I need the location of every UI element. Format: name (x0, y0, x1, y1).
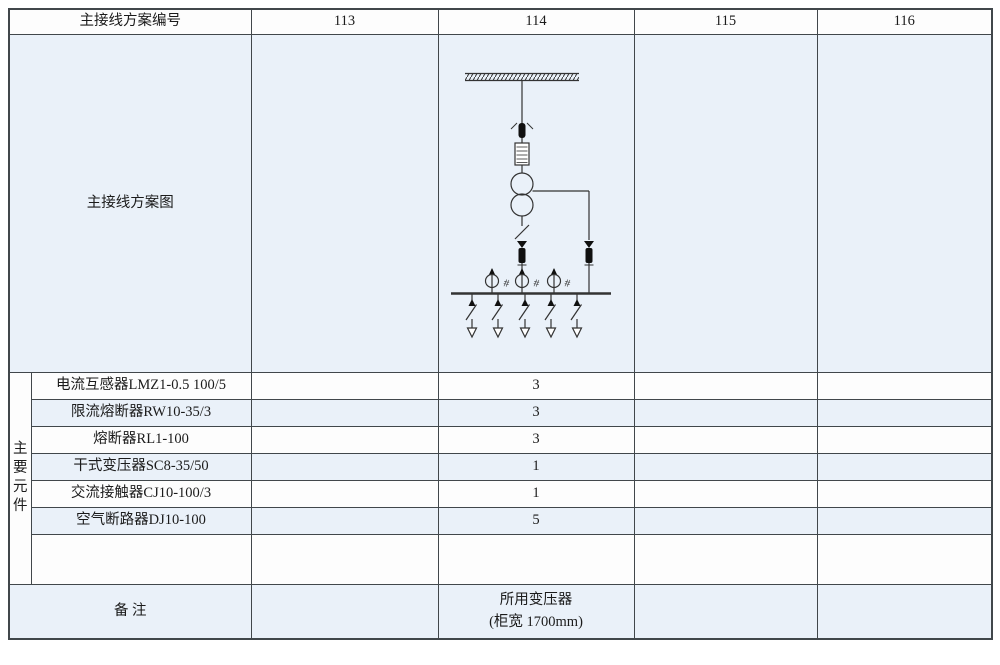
component-qty-115 (633, 506, 818, 535)
header-row-label: 主接线方案编号 (8, 8, 252, 35)
component-qty-115 (633, 425, 818, 454)
component-name: 电流互感器LMZ1-0.5 100/5 (30, 371, 252, 400)
component-name: 干式变压器SC8-35/50 (30, 452, 252, 481)
tap-branch-line (532, 189, 590, 240)
component-qty-114: 1 (437, 479, 635, 508)
outgoing-feeder-icons (465, 293, 582, 338)
single-line-diagram: # # # (450, 72, 611, 338)
hv-busbar-icon (464, 72, 579, 81)
component-qty-116 (816, 506, 993, 535)
component-name: 限流熔断器RW10-35/3 (30, 398, 252, 427)
component-qty-116 (816, 425, 993, 454)
component-qty-113 (250, 506, 439, 535)
diagram-row: 主接线方案图 (8, 33, 993, 373)
remarks-115 (633, 583, 818, 640)
table-row: 空气断路器DJ10-100 5 (9, 506, 993, 535)
component-qty-115 (633, 479, 818, 508)
current-limiting-fuse-icon (513, 141, 530, 166)
header-row: 主接线方案编号 113 114 115 116 (8, 8, 993, 35)
table-row (9, 533, 993, 585)
remarks-114: 所用变压器 (柜宽 1700mm) (437, 583, 635, 640)
component-qty-113 (250, 533, 439, 585)
drop-out-fuse-icon (510, 122, 533, 138)
component-qty-114: 1 (437, 452, 635, 481)
scheme-number-116: 116 (816, 8, 993, 35)
diagram-cell-115 (633, 33, 818, 373)
diagram-row-label: 主接线方案图 (8, 33, 252, 373)
component-qty-113 (250, 371, 439, 400)
remarks-label: 备 注 (8, 583, 252, 640)
load-switch-icon (514, 224, 529, 239)
component-qty-114: 3 (437, 398, 635, 427)
component-qty-114: 5 (437, 506, 635, 535)
component-qty-115 (633, 452, 818, 481)
component-name: 熔断器RL1-100 (30, 425, 252, 454)
diagram-cell-114: # # # (437, 33, 635, 373)
component-name (30, 533, 252, 585)
table-row: 主要元件 电流互感器LMZ1-0.5 100/5 3 (8, 371, 993, 585)
contactor-icon (516, 240, 527, 265)
remarks-row: 备 注 所用变压器 (柜宽 1700mm) (8, 583, 993, 640)
svg-text:#: # (502, 277, 510, 290)
current-transformer-icons: # # # (484, 267, 571, 293)
remarks-116 (816, 583, 993, 640)
component-qty-114 (437, 533, 635, 585)
table-row: 干式变压器SC8-35/50 1 (9, 452, 993, 481)
diagram-cell-113 (250, 33, 439, 373)
diagram-cell-116 (816, 33, 993, 373)
remarks-113 (250, 583, 439, 640)
table-row: 熔断器RL1-100 3 (9, 425, 993, 454)
component-qty-113 (250, 479, 439, 508)
scheme-number-114: 114 (437, 8, 635, 35)
component-qty-116 (816, 398, 993, 427)
svg-text:#: # (563, 277, 571, 290)
table-row: 限流熔断器RW10-35/3 3 (9, 398, 993, 427)
component-qty-113 (250, 398, 439, 427)
component-qty-115 (633, 398, 818, 427)
scheme-number-115: 115 (633, 8, 818, 35)
component-qty-114: 3 (437, 425, 635, 454)
component-qty-116 (816, 371, 993, 400)
scheme-table: 主接线方案编号 113 114 115 116 主接线方案图 (8, 8, 993, 640)
component-qty-113 (250, 452, 439, 481)
remarks-114-line1: 所用变压器 (499, 592, 573, 609)
component-qty-116 (816, 452, 993, 481)
branch-contactor-icon (583, 240, 594, 293)
component-name: 交流接触器CJ10-100/3 (30, 479, 252, 508)
component-qty-115 (633, 533, 818, 585)
component-qty-116 (816, 479, 993, 508)
remarks-114-line2: (柜宽 1700mm) (489, 614, 583, 631)
components-group-label: 主要元件 (8, 371, 32, 585)
component-name: 空气断路器DJ10-100 (30, 506, 252, 535)
component-qty-116 (816, 533, 993, 585)
table-row: 交流接触器CJ10-100/3 1 (9, 479, 993, 508)
component-qty-113 (250, 425, 439, 454)
component-qty-115 (633, 371, 818, 400)
transformer-icon (509, 171, 534, 217)
svg-text:#: # (532, 277, 540, 290)
component-qty-114: 3 (437, 371, 635, 400)
scheme-number-113: 113 (250, 8, 439, 35)
